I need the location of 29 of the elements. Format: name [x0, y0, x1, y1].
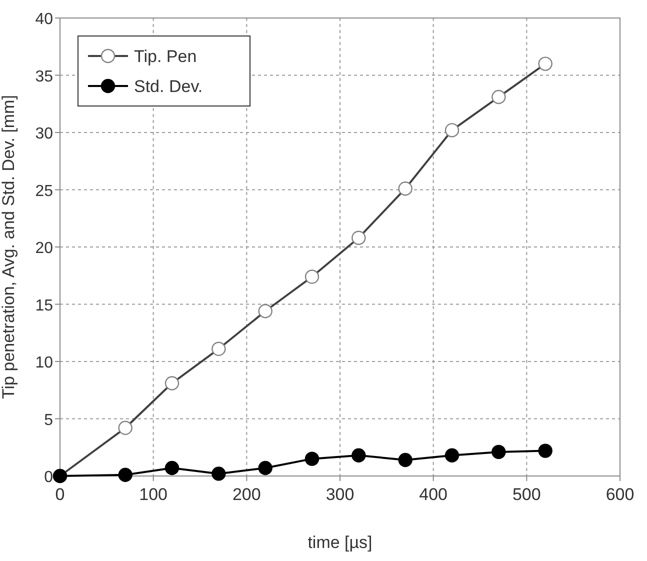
- x-axis-title: time [µs]: [308, 533, 372, 552]
- y-axis-title: Tip penetration, Avg. and Std. Dev. [mm]: [0, 95, 18, 399]
- point: [352, 448, 366, 462]
- point: [258, 460, 272, 476]
- point: [538, 444, 552, 458]
- y-tick-label: 15: [35, 297, 54, 314]
- x-tick-label: 100: [139, 485, 168, 504]
- y-tick-label: 10: [35, 354, 54, 372]
- point: [164, 460, 180, 476]
- y-tick-label: 40: [35, 11, 54, 28]
- x-tick-label: 600: [606, 485, 634, 504]
- point: [118, 468, 132, 482]
- y-tick-label: 20: [35, 240, 54, 257]
- point: [492, 444, 506, 460]
- y-tick-label: 35: [35, 68, 54, 86]
- y-tick-label: 5: [44, 412, 54, 429]
- point: [444, 448, 460, 462]
- x-tick-label: 500: [512, 485, 541, 504]
- y-tick-label: 30: [35, 126, 54, 142]
- x-tick-label: 400: [419, 485, 448, 504]
- x-tick-label: 300: [326, 485, 354, 504]
- legend-label: Tip. Pen: [134, 47, 197, 66]
- x-tick-label: 200: [232, 485, 261, 504]
- legend-label: Std. Dev.: [134, 77, 203, 96]
- point: [212, 466, 226, 481]
- y-tick-label: 25: [35, 182, 54, 200]
- point: [304, 452, 320, 466]
- point: [398, 452, 412, 468]
- y-tick-label: 0: [44, 469, 54, 486]
